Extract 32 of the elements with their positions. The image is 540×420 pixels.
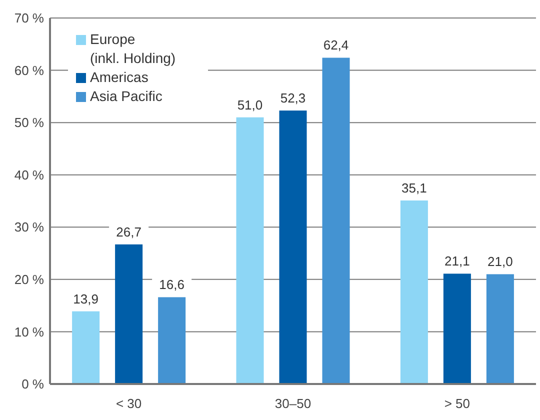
data-label: 16,6 [159,277,184,292]
x-tick-label: > 50 [444,396,470,411]
bar [158,297,186,384]
x-tick-label: < 30 [116,396,142,411]
data-label: 35,1 [402,180,427,196]
data-label: 52,3 [280,90,306,106]
legend-label: Europe (inkl. Holding) [90,31,176,66]
y-tick-label: 30 % [14,220,44,235]
y-tick-label: 0 % [22,376,44,392]
data-label: 62,4 [323,38,349,53]
y-tick-label: 70 % [14,10,44,26]
bar [400,200,428,384]
bar [115,244,143,384]
bar [236,117,264,384]
x-tick-label: 30–50 [274,396,312,411]
y-tick-label: 50 % [14,115,44,130]
bar [72,311,100,384]
data-label: 51,0 [237,97,263,112]
bar [279,110,307,384]
y-tick-label: 10 % [14,324,44,340]
y-tick-label: 20 % [14,272,44,287]
data-label: 13,9 [73,291,98,306]
legend-label: Americas [90,69,148,85]
data-label: 26,7 [116,224,142,240]
y-tick-label: 40 % [14,167,44,182]
data-label: 21,1 [444,254,470,269]
bar [443,274,471,384]
data-label: 21,0 [488,254,513,270]
y-tick-label: 60 % [14,62,44,78]
legend-label: Asia Pacific [90,88,162,104]
bar [322,58,350,384]
bar [486,274,514,384]
